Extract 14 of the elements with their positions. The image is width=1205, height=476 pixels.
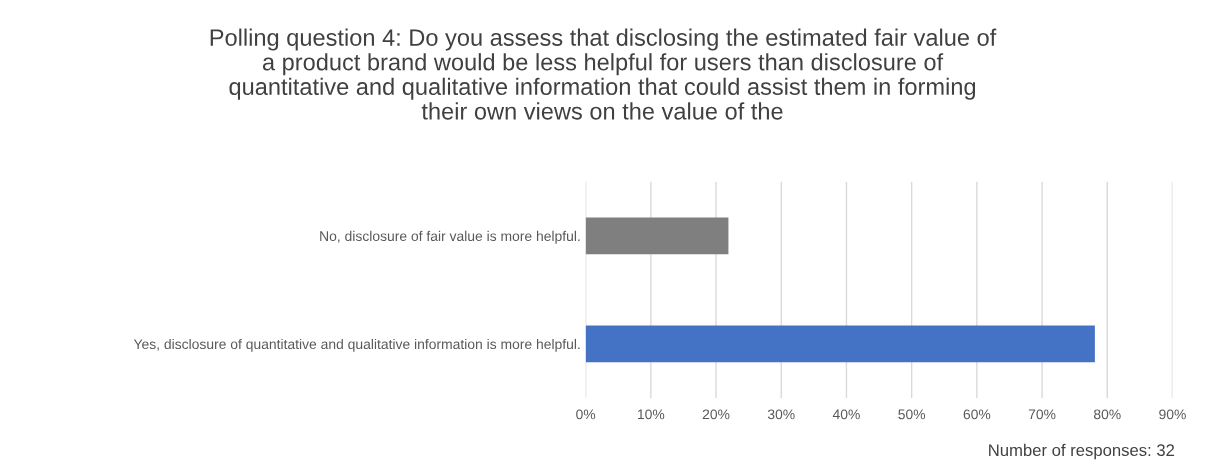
x-tick-label: 10%	[637, 409, 665, 420]
x-tick-label: 30%	[767, 409, 795, 420]
x-tick-label: 60%	[963, 409, 991, 420]
x-tick-label: 80%	[1093, 409, 1121, 420]
x-tick-label: 70%	[1028, 409, 1056, 420]
chart-title: Polling question 4: Do you assess that disclosing the estimated fair value of a product brand would be less helpful for users than disclosure of quantitative and qualitative information that could assist them in forming their own views on the value of the	[210, 28, 997, 120]
x-tick-label: 50%	[898, 409, 926, 420]
y-tick-label: Yes, disclosure of quantitative and qualitative information is more helpful.	[133, 338, 580, 352]
x-tick-label: 40%	[832, 409, 860, 420]
x-tick-label: 20%	[702, 409, 730, 420]
x-tick-label: 90%	[1159, 409, 1186, 420]
text: Number of responses: 32	[989, 443, 1175, 460]
x-tick-label: 0%	[576, 409, 596, 420]
y-tick-label: No, disclosure of fair value is more helpful.	[320, 230, 580, 244]
